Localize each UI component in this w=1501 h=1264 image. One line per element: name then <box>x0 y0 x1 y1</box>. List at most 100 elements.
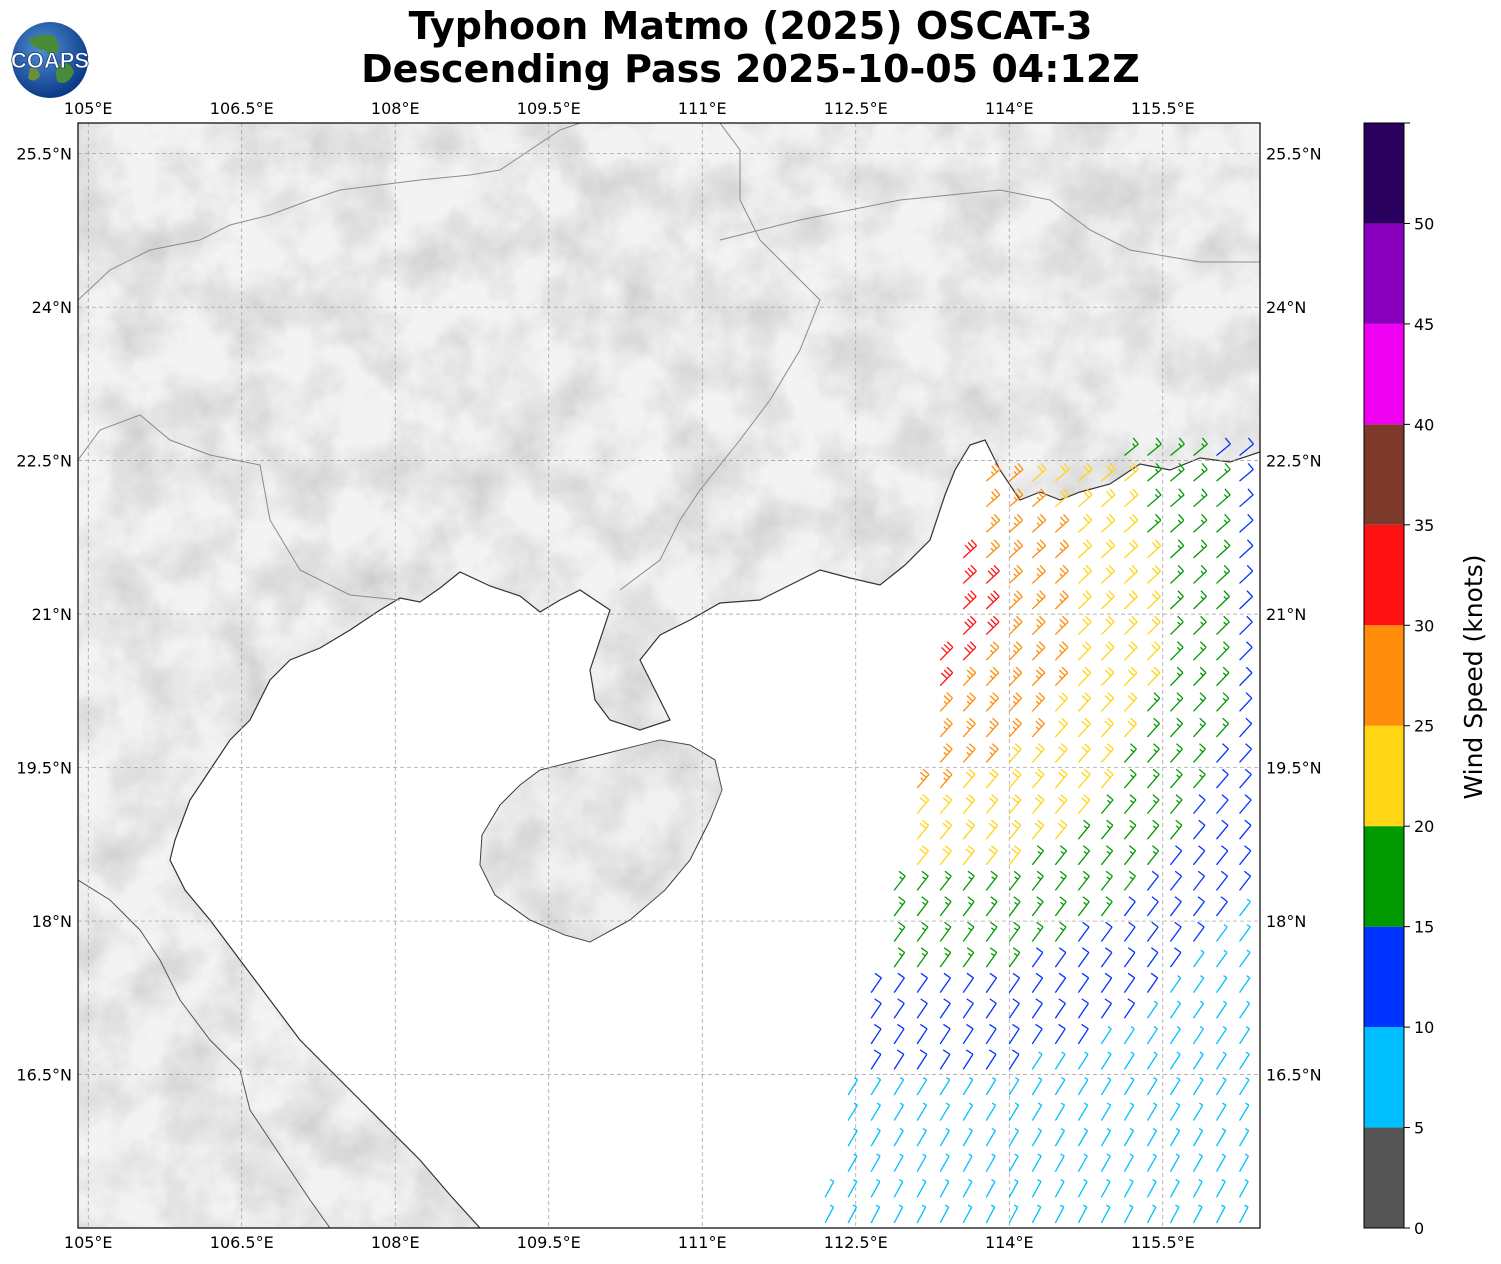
colorbar-segment <box>1364 524 1404 626</box>
wind-barb-staff <box>1239 952 1251 968</box>
wind-barb-half-feather <box>853 1128 858 1132</box>
wind-barb <box>962 717 976 738</box>
wind-barb-half-feather <box>1129 825 1134 829</box>
wind-barb-staff <box>1008 952 1021 968</box>
wind-barb-staff <box>1146 850 1160 866</box>
wind-barb-half-feather <box>1037 1128 1042 1132</box>
wind-barb <box>1216 819 1229 840</box>
wind-barb-feather <box>1155 437 1162 445</box>
wind-barb-feather <box>1153 717 1161 725</box>
wind-barb-feather <box>1060 768 1068 775</box>
wind-barb <box>962 768 976 789</box>
wind-barb-feather <box>1131 539 1139 547</box>
wind-barb-half-feather <box>1153 1051 1158 1055</box>
wind-barb-feather <box>943 746 950 753</box>
wind-barb-feather <box>1107 666 1115 674</box>
wind-barb-staff <box>1216 697 1230 712</box>
wind-barb-half-feather <box>1178 468 1182 473</box>
wind-barb-staff <box>916 1206 927 1224</box>
wind-barb <box>1123 1153 1134 1173</box>
wind-barb-half-feather <box>1106 1153 1111 1157</box>
wind-barb-half-feather <box>1198 1128 1203 1132</box>
wind-barb-half-feather <box>1153 1000 1158 1004</box>
wind-barb-half-feather <box>1200 975 1205 979</box>
wind-barb-staff <box>1146 901 1159 917</box>
wind-barb-half-feather <box>1246 975 1251 979</box>
wind-barb <box>962 1179 973 1198</box>
wind-barb-half-feather <box>967 952 972 957</box>
wind-barb-feather <box>1013 845 1021 852</box>
wind-barb-half-feather <box>1059 547 1064 552</box>
wind-barb-staff <box>1031 1079 1043 1096</box>
wind-barb-feather <box>1199 666 1207 674</box>
wind-barb <box>962 743 976 763</box>
wind-barb <box>1169 666 1184 687</box>
wind-barb <box>1008 564 1023 584</box>
wind-barb-feather <box>1224 437 1231 445</box>
wind-barb-feather <box>1150 669 1158 677</box>
wind-barb-feather <box>942 822 950 829</box>
wind-barb <box>1215 1204 1226 1224</box>
wind-barb <box>962 564 977 584</box>
wind-barb-feather <box>1174 870 1182 877</box>
lon-tick-label-bottom: 106.5°E <box>210 1233 274 1252</box>
wind-barb-feather <box>1128 542 1136 549</box>
wind-barb-feather <box>1153 666 1161 674</box>
wind-barb <box>1193 564 1208 584</box>
wind-barb <box>847 1077 859 1096</box>
wind-barb-staff <box>1239 824 1252 840</box>
wind-barb-staff <box>1054 1104 1066 1121</box>
wind-barb <box>1031 743 1045 763</box>
wind-barb-staff <box>1100 1104 1112 1121</box>
wind-barb-staff <box>893 926 906 942</box>
wind-barb <box>1077 870 1090 891</box>
wind-barb <box>1008 1204 1019 1224</box>
wind-barb <box>870 1153 881 1173</box>
wind-barb-feather <box>964 621 971 629</box>
wind-barb-feather <box>1130 666 1138 674</box>
wind-barb <box>1031 794 1045 815</box>
wind-barb-staff <box>1169 1206 1180 1224</box>
wind-barb-staff <box>1008 494 1024 508</box>
wind-barb <box>1239 666 1253 687</box>
wind-barb <box>916 870 929 891</box>
wind-barb-staff <box>985 1155 996 1173</box>
wind-barb-feather <box>1152 819 1160 826</box>
wind-barb-half-feather <box>921 1204 926 1208</box>
wind-barb-feather <box>1039 590 1046 597</box>
wind-barb <box>1169 1000 1182 1019</box>
wind-barb-staff <box>1123 850 1137 866</box>
wind-barb-staff <box>1100 1053 1112 1070</box>
wind-barb-feather <box>920 1023 928 1030</box>
wind-barb-feather <box>1154 615 1161 623</box>
wind-barb-staff <box>1193 621 1207 636</box>
wind-barb-half-feather <box>1223 949 1228 953</box>
wind-barb <box>1100 794 1114 815</box>
wind-barb-feather <box>1153 692 1161 699</box>
wind-barb-feather <box>1035 947 1044 953</box>
wind-barb-feather <box>1198 845 1206 852</box>
wind-barb-staff <box>1146 926 1159 942</box>
wind-barb <box>939 819 953 840</box>
wind-barb-feather <box>1015 692 1023 699</box>
wind-barb-feather <box>920 998 928 1004</box>
wind-barb-feather <box>989 947 998 953</box>
wind-barb-half-feather <box>1059 522 1064 527</box>
wind-barb-feather <box>1016 615 1023 623</box>
wind-barb-staff <box>916 926 929 942</box>
wind-barb-staff <box>916 774 930 789</box>
wind-barb-staff <box>1123 901 1136 917</box>
colorbar-tick-label: 10 <box>1414 1018 1434 1037</box>
wind-barb-staff <box>1077 850 1091 866</box>
wind-barb-half-feather <box>1060 1179 1065 1183</box>
wind-barb-staff <box>1193 646 1207 661</box>
wind-barb <box>1054 819 1068 840</box>
wind-barb-staff <box>1215 875 1229 891</box>
wind-barb-staff <box>939 1130 950 1147</box>
wind-barb <box>1193 615 1207 636</box>
wind-barb-half-feather <box>1013 598 1017 603</box>
wind-barb-staff <box>939 952 952 968</box>
wind-barb-half-feather <box>1106 901 1111 906</box>
wind-barb <box>1077 1023 1089 1045</box>
wind-barb-staff <box>1077 1130 1089 1147</box>
